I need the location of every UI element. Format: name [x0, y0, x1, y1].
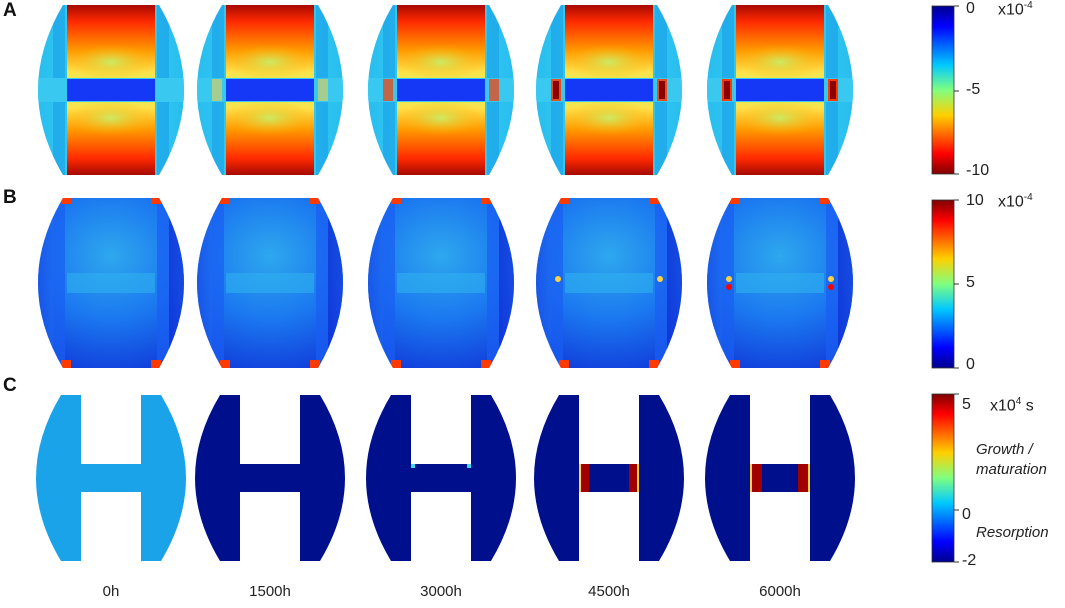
colorbar-b-bottom: 0 [966, 356, 975, 373]
row-label-a: A [3, 0, 17, 21]
colorbar-a-unit: x10-4 [998, 0, 1033, 19]
panel-a-4500h [536, 5, 682, 175]
panel-a-1500h [197, 5, 343, 175]
colorbar-c [931, 393, 955, 563]
panel-c-3000h [366, 395, 516, 561]
colorbar-a-mid: -5 [966, 81, 981, 98]
panel-b-6000h [707, 198, 853, 368]
colorbar-c-top: 5 [962, 396, 971, 413]
panel-a-0h [38, 5, 184, 175]
colorbar-ticks [954, 5, 959, 563]
column-label-6000h: 6000h [759, 583, 801, 600]
panel-b-3000h [368, 198, 514, 368]
colorbar-b-unit: x10-4 [998, 192, 1033, 211]
panel-c-0h [36, 395, 186, 561]
colorbar-c-mid: 0 [962, 506, 971, 523]
panel-b-0h [38, 198, 184, 368]
panel-c-6000h [705, 395, 855, 561]
panel-c-4500h [534, 395, 684, 561]
panel-a-6000h [707, 5, 853, 175]
column-label-3000h: 3000h [420, 583, 462, 600]
panel-a-3000h [368, 5, 514, 175]
column-label-4500h: 4500h [588, 583, 630, 600]
colorbar-b [931, 199, 955, 369]
colorbar-c-note-resorption: Resorption [976, 524, 1049, 541]
colorbar-b-mid: 5 [966, 274, 975, 291]
colorbar-c-unit: x104 s [990, 396, 1034, 415]
panel-c-1500h [195, 395, 345, 561]
colorbar-a [931, 5, 955, 175]
colorbar-a-top: 0 [966, 0, 975, 17]
colorbar-c-bottom: -2 [962, 552, 977, 569]
colorbar-b-top: 10 [966, 192, 984, 209]
row-label-b: B [3, 187, 17, 208]
column-label-0h: 0h [102, 583, 120, 600]
colorbar-c-note-growth: Growth / maturation [976, 441, 1047, 478]
column-label-1500h: 1500h [249, 583, 291, 600]
panel-b-1500h [197, 198, 343, 368]
panel-b-4500h [536, 198, 682, 368]
colorbar-a-bottom: -10 [966, 162, 990, 179]
row-label-c: C [3, 375, 17, 396]
